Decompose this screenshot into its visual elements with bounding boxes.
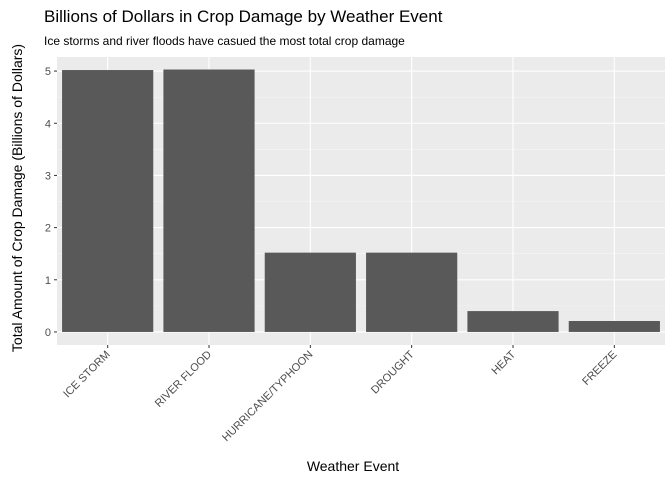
y-tick-label: 2 (45, 223, 51, 235)
y-tick-label: 0 (45, 327, 51, 339)
y-tick-label: 5 (45, 66, 51, 78)
plot-panel (57, 57, 665, 345)
chart-subtitle: Ice storms and river floods have casued … (44, 34, 405, 48)
y-tick-label: 1 (45, 275, 51, 287)
x-tick-label: RIVER FLOOD (153, 349, 214, 410)
y-tick-label: 4 (45, 118, 51, 130)
bar-2 (163, 69, 255, 332)
chart-title: Billions of Dollars in Crop Damage by We… (44, 7, 443, 26)
bar-5 (467, 311, 559, 332)
x-tick-label: ICE STORM (61, 349, 113, 401)
bar-3 (264, 252, 356, 332)
x-axis-label: Weather Event (306, 458, 400, 474)
y-axis-label: Total Amount of Crop Damage (Billions of… (9, 43, 25, 353)
x-tick-label: HURRICANE/TYPHOON (220, 349, 315, 444)
x-tick-label: HEAT (489, 348, 518, 377)
bar-4 (366, 252, 458, 332)
x-tick-label: DROUGHT (369, 348, 417, 396)
x-tick-label: FREEZE (580, 349, 619, 388)
bar-1 (62, 70, 154, 332)
bar-6 (568, 321, 660, 332)
y-tick-label: 3 (45, 170, 51, 182)
